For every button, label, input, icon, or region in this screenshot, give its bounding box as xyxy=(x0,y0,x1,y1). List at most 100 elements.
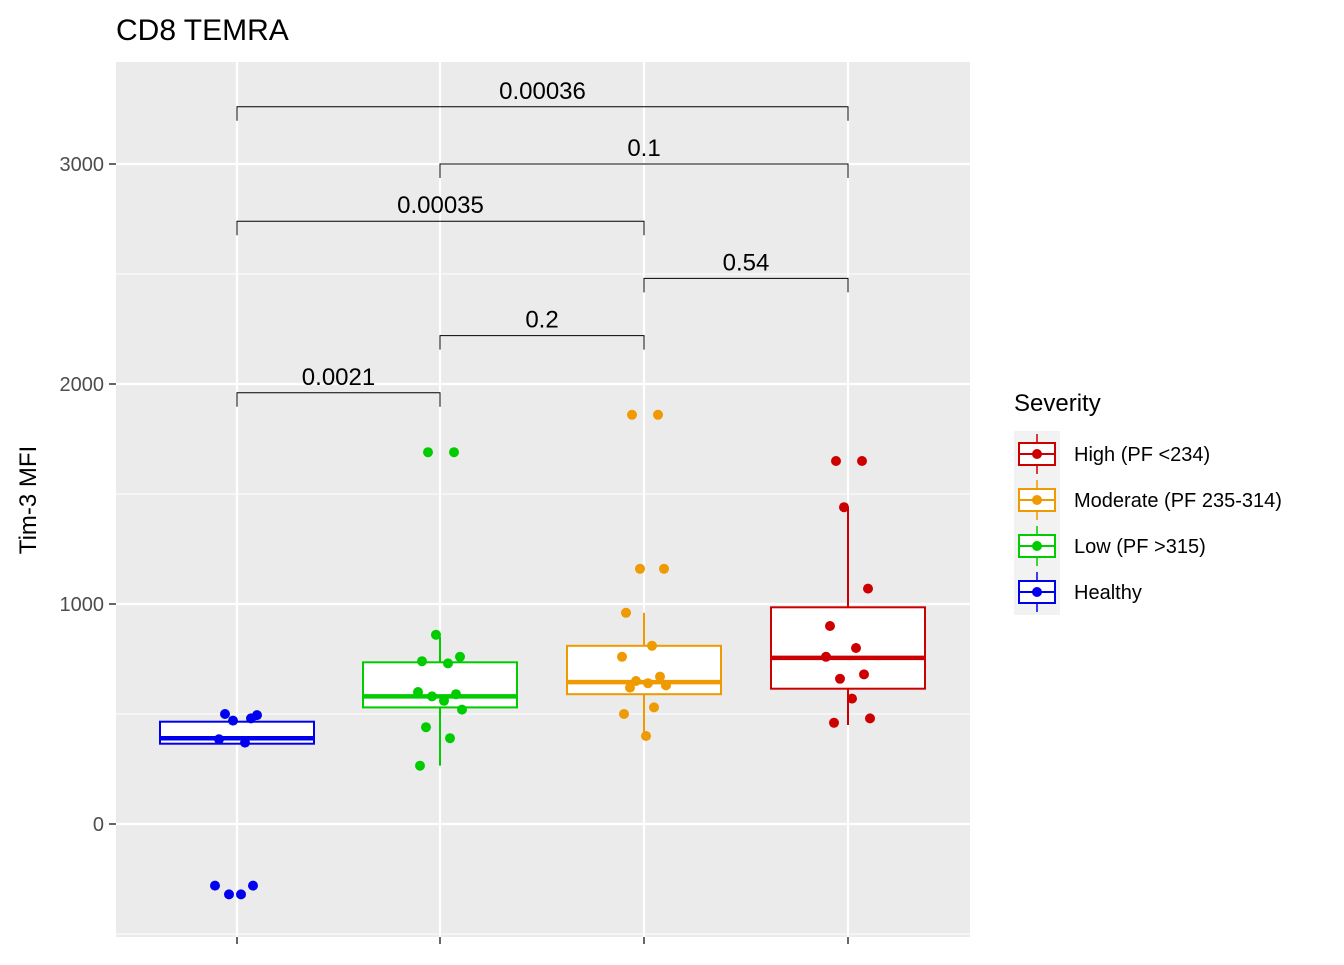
data-point xyxy=(643,678,653,689)
y-tick-label: 2000 xyxy=(60,374,105,396)
data-point xyxy=(649,702,659,713)
legend-item: Healthy xyxy=(1014,569,1142,615)
box-1 xyxy=(362,637,518,766)
data-point xyxy=(619,709,629,719)
data-point xyxy=(821,651,831,662)
bracket-line xyxy=(236,220,645,236)
data-point xyxy=(661,680,671,691)
box-body xyxy=(566,644,722,696)
data-point xyxy=(421,722,431,733)
comparison-bracket: 0.54 xyxy=(643,249,849,293)
data-point xyxy=(457,704,467,715)
comparison-bracket: 0.2 xyxy=(439,307,645,350)
data-point xyxy=(248,880,258,891)
y-axis: 0 1000 2000 3000 xyxy=(60,154,849,944)
data-point xyxy=(220,709,230,719)
bracket-line xyxy=(439,163,849,178)
plot-panel xyxy=(116,62,970,937)
comparison-bracket: 0.00035 xyxy=(236,192,645,236)
p-value-label: 0.1 xyxy=(627,135,660,162)
legend-label: Low (PF >315) xyxy=(1074,536,1206,558)
comparison-bracket: 0.00036 xyxy=(236,78,849,121)
data-point xyxy=(825,621,835,631)
data-point xyxy=(214,734,224,745)
data-point xyxy=(431,629,441,640)
data-point xyxy=(415,760,425,771)
legend-item: Moderate (PF 235-314) xyxy=(1014,477,1282,523)
y-axis-label: Tim-3 MFI xyxy=(15,446,42,554)
data-point xyxy=(653,409,663,420)
bracket-line xyxy=(439,335,645,350)
data-point xyxy=(210,880,220,891)
data-point xyxy=(641,731,651,741)
y-tick-label: 1000 xyxy=(60,594,105,616)
comparison-bracket: 0.1 xyxy=(439,135,849,178)
data-point xyxy=(443,658,453,669)
legend-label: Moderate (PF 235-314) xyxy=(1074,490,1282,512)
bracket-line xyxy=(643,277,849,293)
data-point xyxy=(863,583,873,594)
box-0 xyxy=(159,720,315,745)
data-point xyxy=(655,671,665,682)
data-point xyxy=(417,656,427,667)
data-point xyxy=(445,733,455,744)
legend-item: Low (PF >315) xyxy=(1014,523,1206,569)
data-point xyxy=(621,607,631,618)
data-point xyxy=(851,643,861,653)
legend-title: Severity xyxy=(1014,390,1101,417)
legend-key-point xyxy=(1032,541,1042,551)
legend: Severity High (PF <234) Moderate (PF 235-… xyxy=(1014,390,1282,615)
data-point xyxy=(847,693,857,704)
grid-lines xyxy=(116,62,970,937)
legend-label: High (PF <234) xyxy=(1074,444,1210,466)
p-value-label: 0.0021 xyxy=(302,364,375,391)
bracket-line xyxy=(236,392,441,407)
legend-item: High (PF <234) xyxy=(1014,431,1210,477)
data-point xyxy=(631,676,641,686)
box-body xyxy=(770,606,926,690)
data-point xyxy=(831,456,841,466)
data-point xyxy=(635,563,645,574)
data-point xyxy=(865,713,875,724)
p-value-label: 0.54 xyxy=(723,249,770,276)
comparison-brackets: 0.0021 0.2 0.54 0.00035 0.1 0.00036 xyxy=(236,78,849,407)
data-point xyxy=(224,889,234,900)
p-value-label: 0.00036 xyxy=(499,78,586,105)
data-point xyxy=(451,689,461,700)
comparison-bracket: 0.0021 xyxy=(236,364,441,407)
data-point xyxy=(455,651,465,662)
data-point xyxy=(659,563,669,574)
boxes-layer xyxy=(159,507,926,766)
legend-label: Healthy xyxy=(1074,582,1142,604)
chart-title: CD8 TEMRA xyxy=(116,14,289,47)
data-point xyxy=(413,687,423,697)
data-point xyxy=(252,710,262,721)
data-point xyxy=(857,456,867,466)
data-point xyxy=(427,691,437,702)
data-point xyxy=(627,409,637,420)
data-point xyxy=(423,447,433,458)
bracket-line xyxy=(236,106,849,121)
p-value-label: 0.2 xyxy=(525,307,558,334)
data-point xyxy=(240,737,250,748)
data-point xyxy=(829,717,839,728)
data-point xyxy=(449,447,459,458)
data-point xyxy=(236,889,246,900)
data-point xyxy=(859,669,869,680)
legend-key-point xyxy=(1032,587,1042,597)
data-point xyxy=(228,715,238,726)
box-3 xyxy=(770,507,926,725)
data-point xyxy=(835,673,845,684)
data-point xyxy=(439,695,449,706)
y-tick-label: 0 xyxy=(93,814,104,836)
data-point xyxy=(617,651,627,662)
p-value-label: 0.00035 xyxy=(397,192,484,219)
y-tick-label: 3000 xyxy=(60,154,105,176)
legend-key-point xyxy=(1032,449,1042,459)
panel-background xyxy=(116,62,970,937)
data-point xyxy=(839,502,849,513)
data-point xyxy=(647,640,657,651)
legend-key-point xyxy=(1032,495,1042,505)
